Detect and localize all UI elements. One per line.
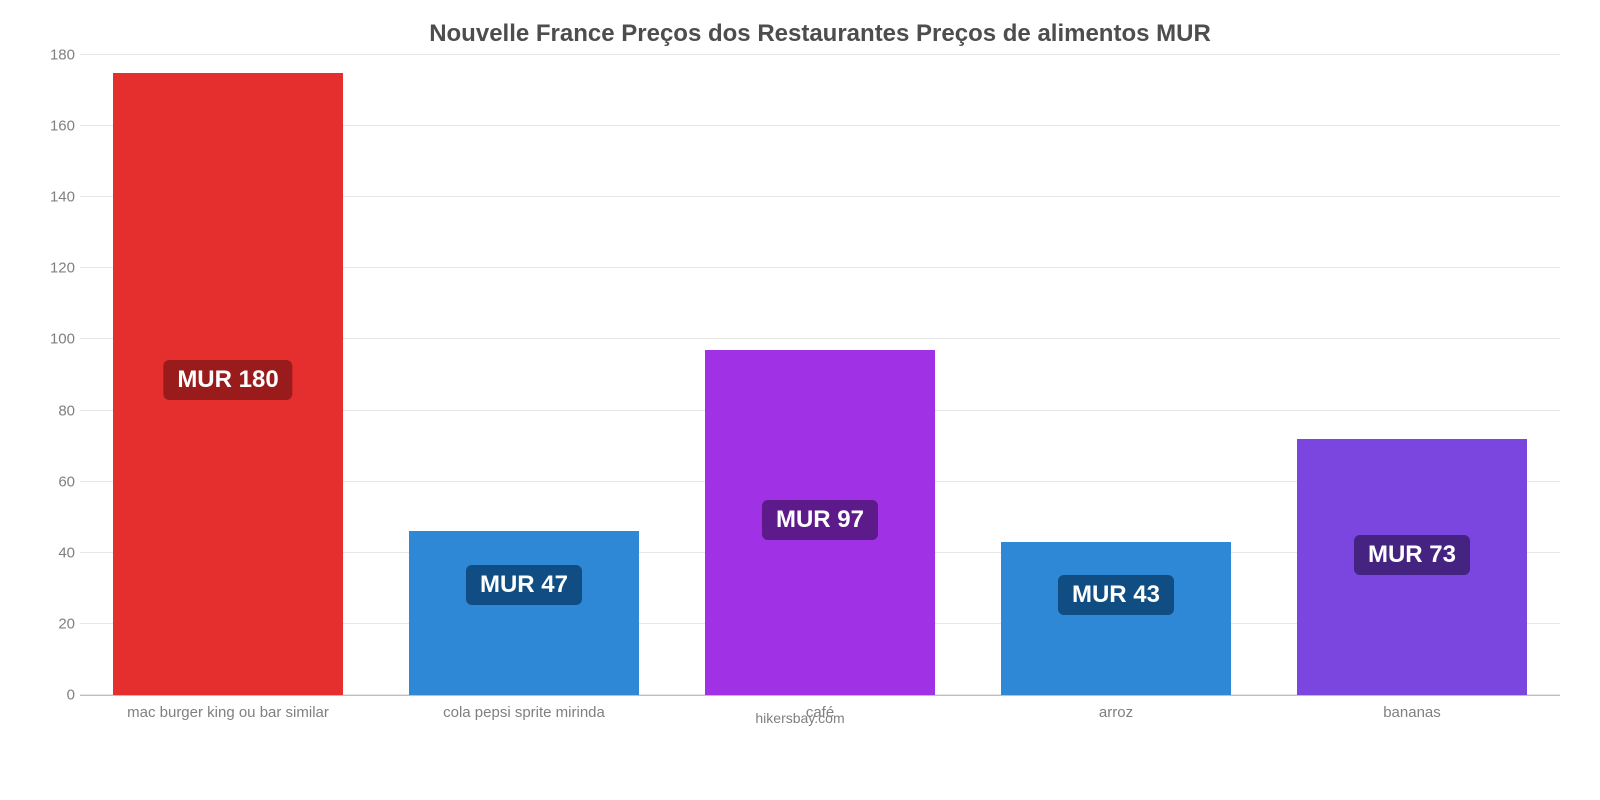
y-tick: 60 (30, 473, 75, 490)
y-tick: 80 (30, 402, 75, 419)
y-axis: 020406080100120140160180 (30, 56, 75, 695)
y-tick: 180 (30, 47, 75, 64)
gridline (80, 54, 1560, 55)
bar: MUR 97 (705, 350, 936, 695)
bar: MUR 47 (409, 531, 640, 695)
bar-value-label: MUR 180 (163, 360, 292, 400)
chart-container: Nouvelle France Preços dos Restaurantes … (0, 0, 1600, 800)
bar-slot: MUR 43 (968, 56, 1264, 695)
bar-slot: MUR 97 (672, 56, 968, 695)
y-tick: 20 (30, 615, 75, 632)
y-tick: 0 (30, 687, 75, 704)
y-tick: 140 (30, 189, 75, 206)
y-tick: 100 (30, 331, 75, 348)
bars-group: MUR 180 MUR 47 MUR 97 MUR 43 MUR 73 (80, 56, 1560, 695)
bar-slot: MUR 73 (1264, 56, 1560, 695)
chart-title: Nouvelle France Preços dos Restaurantes … (80, 20, 1560, 56)
bar-value-label: MUR 43 (1058, 575, 1174, 615)
y-tick: 160 (30, 118, 75, 135)
y-tick: 120 (30, 260, 75, 277)
bar-value-label: MUR 47 (466, 565, 582, 605)
footer-text: hikersbay.com (0, 710, 1600, 726)
bar: MUR 73 (1297, 439, 1528, 695)
bar-value-label: MUR 73 (1354, 535, 1470, 575)
bar-slot: MUR 180 (80, 56, 376, 695)
plot-area: 020406080100120140160180 MUR 180MUR 47MU… (80, 56, 1560, 696)
bar-value-label: MUR 97 (762, 500, 878, 540)
bar: MUR 43 (1001, 542, 1232, 695)
y-tick: 40 (30, 544, 75, 561)
bar: MUR 180 (113, 73, 344, 695)
bar-slot: MUR 47 (376, 56, 672, 695)
